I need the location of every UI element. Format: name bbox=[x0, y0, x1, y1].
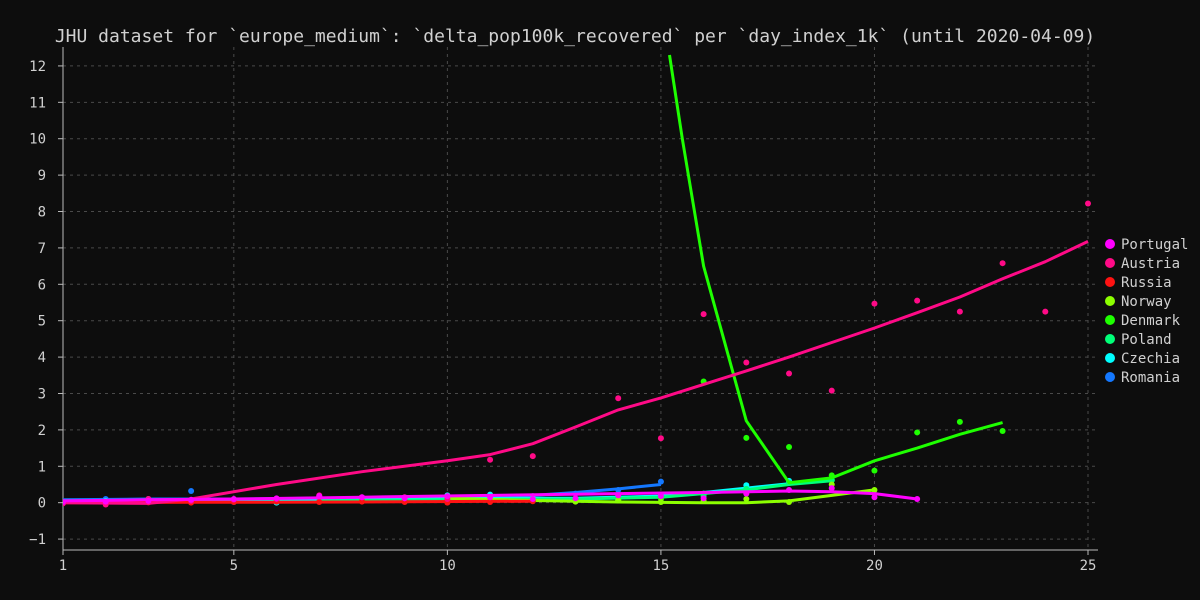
legend-item-norway: Norway bbox=[1105, 294, 1172, 310]
austria-point bbox=[657, 435, 664, 442]
y-tick-label: 1 bbox=[38, 459, 46, 475]
legend: Portugal Austria Russia Norway Denmark Poland… bbox=[1105, 237, 1188, 386]
legend-item-czechia: Czechia bbox=[1105, 351, 1180, 367]
denmark-point bbox=[871, 467, 878, 474]
austria-point bbox=[700, 311, 707, 318]
portugal-point bbox=[572, 495, 579, 502]
y-tick-label: 7 bbox=[38, 241, 46, 257]
austria-point bbox=[786, 370, 793, 377]
austria-point bbox=[1042, 308, 1049, 315]
plot-area bbox=[63, 54, 1091, 508]
legend-item-denmark: Denmark bbox=[1105, 313, 1181, 329]
denmark-trend-line bbox=[668, 54, 1003, 485]
austria-point bbox=[743, 359, 750, 366]
x-tick-label: 20 bbox=[866, 558, 883, 574]
grid bbox=[62, 47, 1098, 550]
romania-point bbox=[657, 478, 664, 485]
y-tick-label: 9 bbox=[38, 168, 46, 184]
x-tick-label: 10 bbox=[439, 558, 456, 574]
legend-label: Norway bbox=[1121, 294, 1172, 310]
legend-marker bbox=[1105, 315, 1115, 325]
legend-item-russia: Russia bbox=[1105, 275, 1172, 291]
austria-point bbox=[956, 308, 963, 315]
legend-item-portugal: Portugal bbox=[1105, 237, 1188, 253]
legend-label: Romania bbox=[1121, 370, 1180, 386]
legend-item-austria: Austria bbox=[1105, 256, 1180, 272]
x-tick-label: 1 bbox=[59, 558, 67, 574]
y-tick-label: 4 bbox=[38, 350, 46, 366]
y-tick-label: 0 bbox=[38, 496, 46, 512]
y-tick-label: −1 bbox=[29, 532, 46, 548]
legend-label: Austria bbox=[1121, 256, 1180, 272]
y-tick-label: 11 bbox=[29, 95, 46, 111]
series-denmark bbox=[358, 54, 1006, 505]
y-tick-label: 5 bbox=[38, 314, 46, 330]
portugal-point bbox=[529, 496, 536, 503]
legend-marker bbox=[1105, 239, 1115, 249]
x-tick-label: 15 bbox=[652, 558, 669, 574]
y-tick-label: 8 bbox=[38, 205, 46, 221]
austria-point bbox=[529, 453, 536, 460]
portugal-point bbox=[828, 485, 835, 492]
austria-point bbox=[1085, 200, 1091, 207]
denmark-point bbox=[956, 418, 963, 425]
y-tick-label: 6 bbox=[38, 277, 46, 293]
portugal-point bbox=[700, 495, 707, 502]
legend-marker bbox=[1105, 258, 1115, 268]
legend-label: Portugal bbox=[1121, 237, 1188, 253]
austria-point bbox=[999, 260, 1006, 267]
y-tick-label: 2 bbox=[38, 423, 46, 439]
series-portugal bbox=[63, 485, 921, 505]
chart-title: JHU dataset for `europe_medium`: `delta_… bbox=[55, 26, 1095, 47]
denmark-point bbox=[743, 434, 750, 441]
legend-item-romania: Romania bbox=[1105, 370, 1180, 386]
romania-point bbox=[188, 488, 195, 495]
x-tick-label: 5 bbox=[230, 558, 238, 574]
legend-label: Poland bbox=[1121, 332, 1172, 348]
austria-point bbox=[871, 300, 878, 307]
norway-point bbox=[743, 496, 750, 503]
legend-label: Denmark bbox=[1121, 313, 1181, 329]
austria-point bbox=[914, 297, 921, 304]
legend-marker bbox=[1105, 372, 1115, 382]
legend-label: Russia bbox=[1121, 275, 1172, 291]
austria-point bbox=[828, 387, 835, 394]
series-austria bbox=[63, 200, 1091, 508]
austria-point bbox=[487, 456, 494, 463]
norway-trend-line bbox=[447, 488, 875, 505]
denmark-point bbox=[999, 427, 1006, 434]
legend-label: Czechia bbox=[1121, 351, 1180, 367]
denmark-point bbox=[914, 429, 921, 436]
legend-marker bbox=[1105, 353, 1115, 363]
austria-point bbox=[615, 395, 622, 402]
y-tick-label: 12 bbox=[29, 59, 46, 75]
austria-trend-line bbox=[63, 240, 1089, 505]
y-tick-label: 3 bbox=[38, 386, 46, 402]
portugal-point bbox=[871, 494, 878, 501]
portugal-point bbox=[657, 493, 664, 500]
legend-marker bbox=[1105, 277, 1115, 287]
legend-marker bbox=[1105, 296, 1115, 306]
denmark-point bbox=[786, 443, 793, 450]
portugal-trend-line bbox=[63, 489, 918, 503]
legend-marker bbox=[1105, 334, 1115, 344]
legend-item-poland: Poland bbox=[1105, 332, 1172, 348]
x-tick-label: 25 bbox=[1080, 558, 1097, 574]
y-tick-label: 10 bbox=[29, 132, 46, 148]
